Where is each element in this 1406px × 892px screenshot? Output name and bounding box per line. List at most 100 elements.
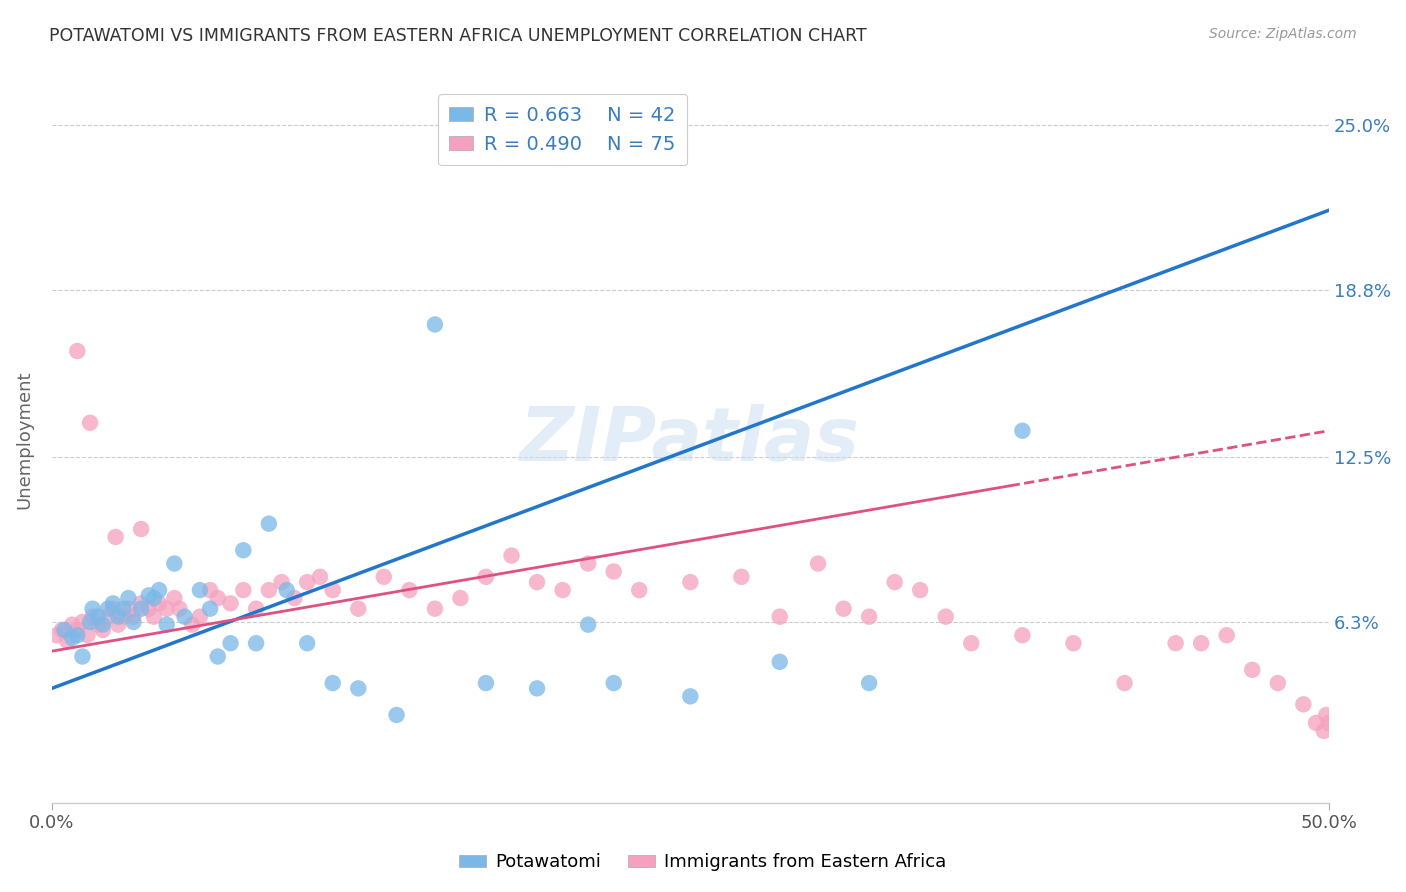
Point — [1317, 715, 1340, 730]
Point — [769, 609, 792, 624]
Point — [832, 601, 855, 615]
Point — [45, 628, 67, 642]
Point — [245, 636, 267, 650]
Point — [51, 623, 73, 637]
Point — [72, 649, 94, 664]
Point — [449, 591, 471, 605]
Point — [526, 575, 548, 590]
Point — [60, 617, 83, 632]
Point — [117, 601, 139, 615]
Point — [181, 617, 204, 632]
Point — [576, 557, 599, 571]
Point — [232, 543, 254, 558]
Point — [347, 681, 370, 696]
Point — [960, 636, 983, 650]
Point — [122, 615, 145, 629]
Point — [730, 570, 752, 584]
Point — [138, 601, 160, 615]
Point — [87, 609, 110, 624]
Point — [245, 601, 267, 615]
Point — [72, 615, 94, 629]
Point — [66, 628, 89, 642]
Point — [129, 522, 152, 536]
Point — [76, 628, 98, 642]
Legend: R = 0.663    N = 42, R = 0.490    N = 75: R = 0.663 N = 42, R = 0.490 N = 75 — [437, 95, 688, 166]
Point — [104, 530, 127, 544]
Point — [129, 601, 152, 615]
Point — [1215, 628, 1237, 642]
Point — [188, 583, 211, 598]
Point — [347, 601, 370, 615]
Point — [602, 565, 624, 579]
Point — [423, 318, 446, 332]
Point — [148, 596, 170, 610]
Point — [373, 570, 395, 584]
Point — [883, 575, 905, 590]
Point — [858, 676, 880, 690]
Point — [769, 655, 792, 669]
Point — [1305, 715, 1327, 730]
Point — [295, 636, 318, 650]
Point — [1313, 723, 1336, 738]
Point — [148, 583, 170, 598]
Point — [91, 623, 114, 637]
Point — [1241, 663, 1264, 677]
Point — [188, 609, 211, 624]
Legend: Potawatomi, Immigrants from Eastern Africa: Potawatomi, Immigrants from Eastern Afri… — [453, 847, 953, 879]
Point — [1164, 636, 1187, 650]
Text: ZIPatlas: ZIPatlas — [520, 403, 860, 476]
Point — [82, 609, 104, 624]
Point — [908, 583, 931, 598]
Point — [423, 601, 446, 615]
Point — [169, 601, 191, 615]
Point — [112, 609, 135, 624]
Point — [295, 575, 318, 590]
Point — [156, 601, 179, 615]
Point — [1062, 636, 1084, 650]
Point — [173, 609, 195, 624]
Point — [53, 623, 76, 637]
Point — [807, 557, 830, 571]
Point — [602, 676, 624, 690]
Point — [101, 596, 124, 610]
Point — [270, 575, 292, 590]
Point — [142, 591, 165, 605]
Point — [138, 588, 160, 602]
Point — [232, 583, 254, 598]
Point — [679, 575, 702, 590]
Point — [97, 601, 120, 615]
Point — [66, 623, 89, 637]
Point — [207, 591, 229, 605]
Point — [526, 681, 548, 696]
Text: Source: ZipAtlas.com: Source: ZipAtlas.com — [1209, 27, 1357, 41]
Point — [117, 591, 139, 605]
Point — [385, 708, 408, 723]
Point — [91, 617, 114, 632]
Point — [576, 617, 599, 632]
Point — [101, 601, 124, 615]
Point — [501, 549, 523, 563]
Point — [628, 583, 651, 598]
Point — [935, 609, 957, 624]
Y-axis label: Unemployment: Unemployment — [15, 371, 32, 509]
Point — [112, 601, 135, 615]
Point — [198, 601, 221, 615]
Point — [107, 617, 129, 632]
Point — [257, 583, 280, 598]
Point — [156, 617, 179, 632]
Point — [79, 416, 101, 430]
Point — [163, 591, 186, 605]
Point — [276, 583, 298, 598]
Point — [207, 649, 229, 664]
Point — [87, 617, 110, 632]
Point — [1292, 698, 1315, 712]
Point — [1011, 424, 1033, 438]
Point — [858, 609, 880, 624]
Point — [475, 676, 498, 690]
Text: POTAWATOMI VS IMMIGRANTS FROM EASTERN AFRICA UNEMPLOYMENT CORRELATION CHART: POTAWATOMI VS IMMIGRANTS FROM EASTERN AF… — [49, 27, 868, 45]
Point — [551, 583, 574, 598]
Point — [82, 601, 104, 615]
Point — [1267, 676, 1289, 690]
Point — [679, 690, 702, 704]
Point — [283, 591, 305, 605]
